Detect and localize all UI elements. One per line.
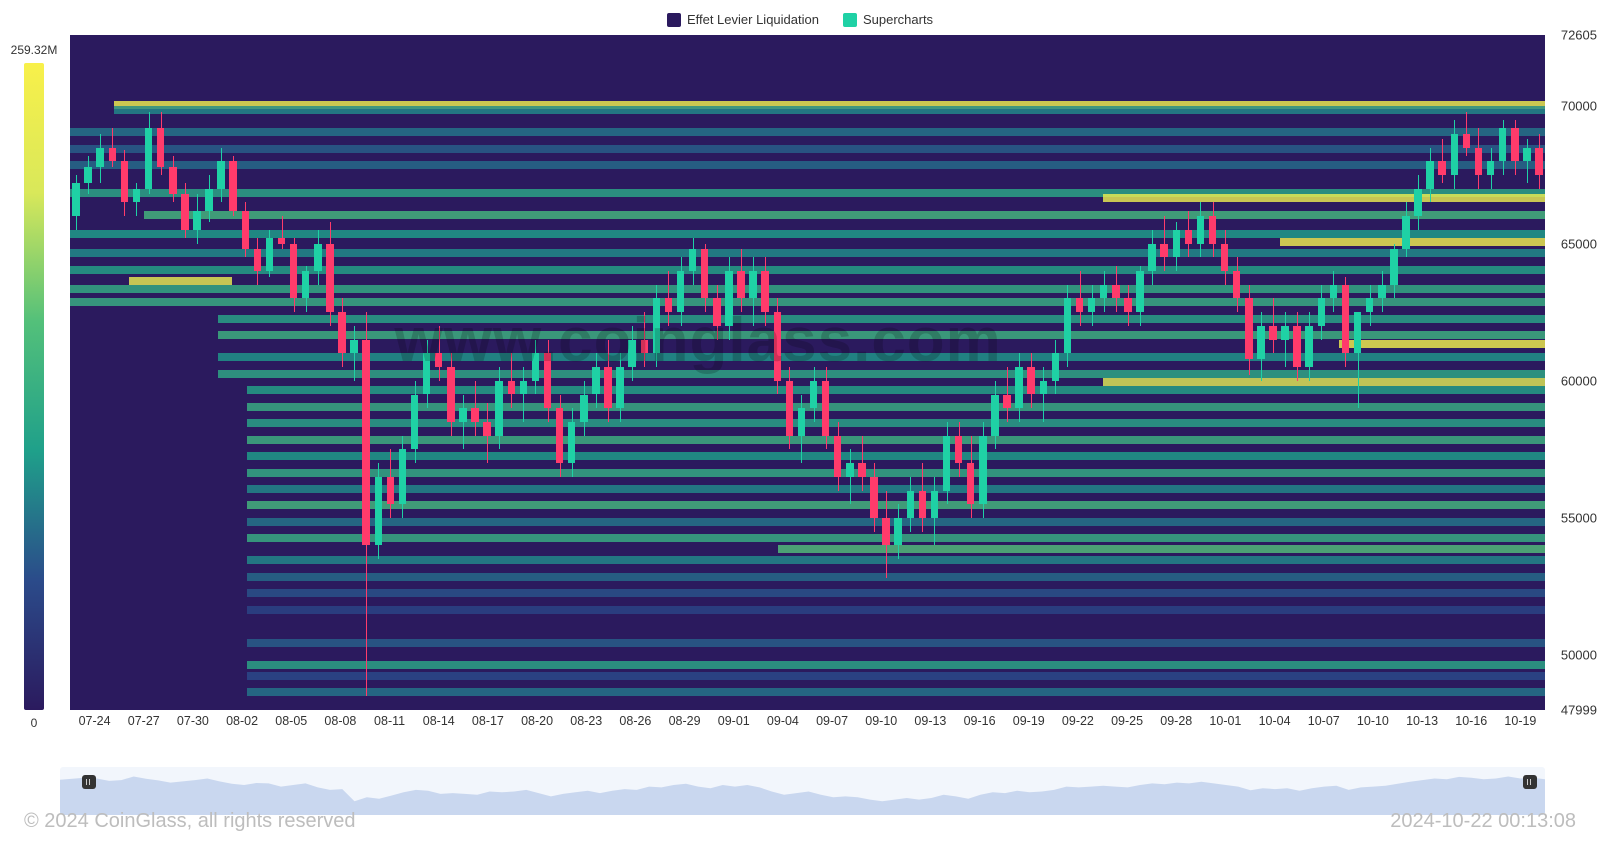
plot-area[interactable]: www.coinglass.com 4799950000550006000065… [70, 35, 1545, 710]
x-axis: 07-24 07-27 07-30 08-02 08-05 08-08 08-11 08-14… [70, 714, 1545, 736]
legend-label-supercharts: Supercharts [863, 12, 933, 27]
x-tick-label: 08-23 [570, 714, 602, 728]
x-tick-label: 08-20 [521, 714, 553, 728]
y-tick-label: 70000 [1561, 99, 1597, 114]
x-tick-label: 07-30 [177, 714, 209, 728]
chart-legend: Effet Levier Liquidation Supercharts [0, 0, 1600, 35]
x-tick-label: 08-02 [226, 714, 258, 728]
legend-label-liquidation: Effet Levier Liquidation [687, 12, 819, 27]
x-tick-label: 09-28 [1160, 714, 1192, 728]
x-tick-label: 08-08 [324, 714, 356, 728]
legend-item-liquidation: Effet Levier Liquidation [667, 12, 819, 27]
scrubber-handle-left[interactable] [82, 775, 96, 789]
y-tick-label: 65000 [1561, 236, 1597, 251]
x-tick-label: 08-14 [423, 714, 455, 728]
y-tick-label: 60000 [1561, 373, 1597, 388]
y-tick-label: 47999 [1561, 703, 1597, 718]
x-tick-label: 09-22 [1062, 714, 1094, 728]
y-tick-label: 72605 [1561, 28, 1597, 43]
scrubber-handle-right[interactable] [1523, 775, 1537, 789]
time-scrubber[interactable] [60, 767, 1545, 815]
candlestick-layer [70, 35, 1545, 710]
x-tick-label: 10-19 [1504, 714, 1536, 728]
legend-swatch-liquidation [667, 13, 681, 27]
timestamp-text: 2024-10-22 00:13:08 [1390, 810, 1576, 833]
x-tick-label: 08-26 [619, 714, 651, 728]
x-tick-label: 09-04 [767, 714, 799, 728]
colorbar-min-label: 0 [31, 716, 38, 730]
x-tick-label: 08-29 [669, 714, 701, 728]
legend-swatch-supercharts [843, 13, 857, 27]
x-tick-label: 09-07 [816, 714, 848, 728]
y-axis: 47999500005500060000650007000072605 [1547, 35, 1597, 710]
x-tick-label: 10-01 [1209, 714, 1241, 728]
x-tick-label: 07-24 [79, 714, 111, 728]
x-tick-label: 10-04 [1259, 714, 1291, 728]
x-tick-label: 10-10 [1357, 714, 1389, 728]
x-tick-label: 10-16 [1455, 714, 1487, 728]
legend-item-supercharts: Supercharts [843, 12, 933, 27]
scrubber-sparkline [60, 767, 1545, 815]
x-tick-label: 09-10 [865, 714, 897, 728]
x-tick-label: 10-13 [1406, 714, 1438, 728]
colorbar: 259.32M 0 [0, 35, 60, 740]
x-tick-label: 10-07 [1308, 714, 1340, 728]
x-tick-label: 09-19 [1013, 714, 1045, 728]
copyright-text: © 2024 CoinGlass, all rights reserved [24, 810, 356, 833]
x-tick-label: 09-16 [964, 714, 996, 728]
chart-container: 259.32M 0 www.coinglass.com 479995000055… [0, 35, 1600, 740]
y-tick-label: 55000 [1561, 510, 1597, 525]
y-tick-label: 50000 [1561, 648, 1597, 663]
x-tick-label: 09-01 [718, 714, 750, 728]
x-tick-label: 07-27 [128, 714, 160, 728]
x-tick-label: 08-05 [275, 714, 307, 728]
x-tick-label: 09-13 [914, 714, 946, 728]
x-tick-label: 09-25 [1111, 714, 1143, 728]
x-tick-label: 08-17 [472, 714, 504, 728]
colorbar-max-label: 259.32M [11, 43, 58, 57]
colorbar-gradient [24, 63, 44, 710]
x-tick-label: 08-11 [374, 714, 405, 728]
